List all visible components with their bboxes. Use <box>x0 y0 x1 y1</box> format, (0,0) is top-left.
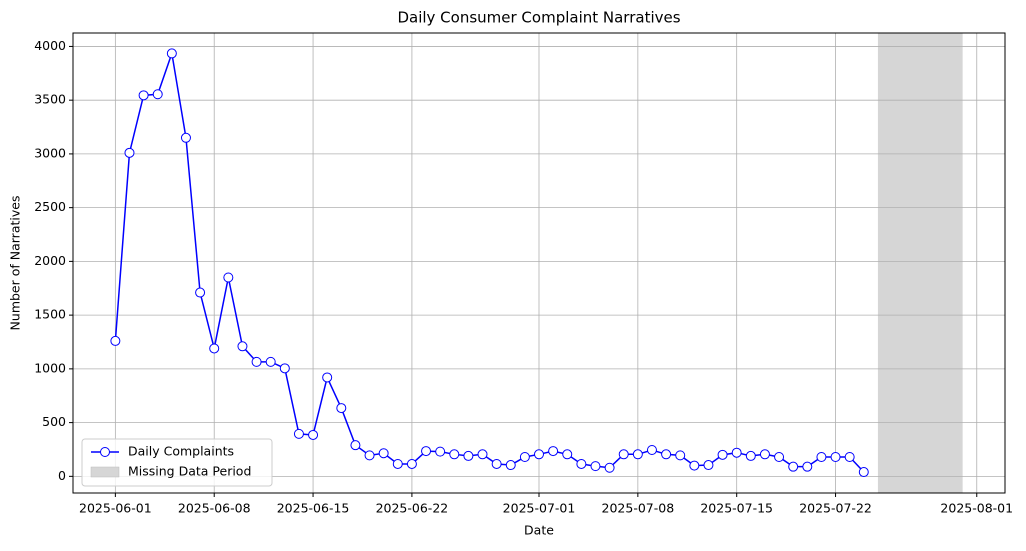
chart-title: Daily Consumer Complaint Narratives <box>397 9 680 27</box>
x-tick-label: 2025-08-01 <box>940 501 1013 516</box>
data-point <box>562 449 573 460</box>
plot-frame <box>72 32 1006 494</box>
data-point <box>548 446 559 457</box>
data-point <box>378 448 389 459</box>
y-tick-label: 0 <box>58 468 66 483</box>
x-tick-label: 2025-06-22 <box>376 501 449 516</box>
data-point <box>731 447 742 458</box>
y-tick-label: 500 <box>42 414 66 429</box>
data-point <box>364 450 375 461</box>
x-tick-label: 2025-06-08 <box>178 501 251 516</box>
data-point <box>166 48 177 59</box>
data-point <box>279 363 290 374</box>
data-point <box>124 147 135 158</box>
data-point <box>491 458 502 469</box>
data-point <box>293 428 304 439</box>
data-point <box>858 467 869 478</box>
data-point <box>322 372 333 383</box>
data-point <box>816 451 827 462</box>
x-axis-label: Date <box>524 523 554 538</box>
y-tick-label: 1000 <box>34 360 66 375</box>
data-point <box>534 449 544 460</box>
data-point <box>675 450 686 461</box>
data-point <box>618 449 629 460</box>
missing-span <box>877 33 963 493</box>
x-tick-label: 2025-07-22 <box>799 501 872 516</box>
data-point <box>774 451 785 462</box>
data-point <box>110 335 121 346</box>
data-point <box>703 460 714 471</box>
data-point <box>717 449 728 460</box>
y-tick-label: 3500 <box>34 92 66 107</box>
data-point <box>350 440 361 451</box>
y-tick-label: 4000 <box>34 38 66 53</box>
x-tick-label: 2025-06-01 <box>79 501 152 516</box>
data-point <box>138 90 149 101</box>
data-point <box>209 343 220 354</box>
x-tick-label: 2025-07-15 <box>700 501 773 516</box>
data-point <box>449 449 460 460</box>
y-tick-label: 3000 <box>34 145 66 160</box>
data-point <box>265 356 276 367</box>
y-tick-label: 1500 <box>34 307 66 322</box>
data-point <box>308 429 319 440</box>
data-point <box>632 449 643 460</box>
data-point <box>519 451 530 462</box>
y-axis-label: Number of Narratives <box>8 196 23 331</box>
data-point <box>590 461 601 472</box>
data-point <box>661 449 672 460</box>
data-point <box>576 458 587 469</box>
data-point <box>844 451 855 462</box>
legend-swatch <box>90 466 120 478</box>
data-point <box>759 449 770 460</box>
legend-label: Daily Complaints <box>128 444 234 459</box>
data-point <box>392 458 403 469</box>
data-point <box>406 458 417 469</box>
data-point <box>336 403 347 414</box>
data-point <box>195 287 206 298</box>
legend-marker <box>100 447 110 457</box>
data-point <box>463 450 474 461</box>
y-tick-label: 2500 <box>34 199 66 214</box>
data-point <box>180 132 191 143</box>
data-point <box>689 460 700 471</box>
data-point <box>223 272 234 283</box>
data-point <box>802 461 813 472</box>
data-point <box>745 450 756 461</box>
x-tick-label: 2025-07-08 <box>602 501 675 516</box>
data-point <box>646 445 657 456</box>
x-tick-label: 2025-06-15 <box>277 501 350 516</box>
data-point <box>604 462 615 473</box>
series-line <box>114 53 865 473</box>
data-point <box>788 461 799 472</box>
legend-label: Missing Data Period <box>128 464 251 479</box>
data-point <box>251 356 262 367</box>
data-point <box>435 446 446 457</box>
x-tick-label: 2025-07-01 <box>503 501 576 516</box>
data-point <box>477 449 488 460</box>
data-point <box>237 341 248 352</box>
legend-box <box>81 438 273 487</box>
data-point <box>505 460 516 471</box>
data-point <box>152 89 163 100</box>
y-tick-label: 2000 <box>34 253 66 268</box>
data-point <box>830 451 841 462</box>
data-point <box>421 446 432 457</box>
